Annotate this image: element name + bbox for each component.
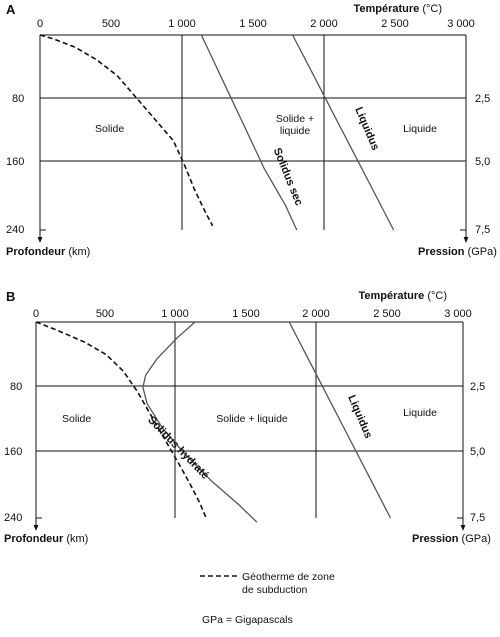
y2-tick-label: 7,5 bbox=[470, 512, 485, 524]
x-tick-label: 3 000 bbox=[447, 18, 475, 30]
region-label-solide: Solide bbox=[95, 123, 124, 135]
x-tick-label: 500 bbox=[96, 308, 114, 320]
legend-geotherm-line1: Géotherme de zone bbox=[242, 571, 335, 583]
x-tick-label: 1 500 bbox=[239, 18, 267, 30]
region-label-liquide: Liquide bbox=[403, 123, 437, 135]
pressure-axis-title: Pression (GPa) bbox=[418, 246, 497, 258]
depth-ticks: 80 160 240 bbox=[4, 381, 22, 524]
panel-letter: A bbox=[6, 2, 16, 17]
y2-tick-label: 2,5 bbox=[470, 381, 485, 393]
x-tick-label: 500 bbox=[102, 18, 120, 30]
curve-label-solidus-hydrate: Solidus hydraté bbox=[145, 414, 211, 482]
series-line-liquidus bbox=[292, 34, 395, 231]
y-tick-label: 240 bbox=[6, 224, 24, 236]
y-tick-label: 160 bbox=[6, 156, 24, 168]
x-tick-label: 2 500 bbox=[381, 18, 409, 30]
x-tick-label: 0 bbox=[33, 308, 39, 320]
y-tick-label: 80 bbox=[10, 381, 22, 393]
x-tick-label: 2 000 bbox=[302, 308, 330, 320]
x-tick-label: 1 500 bbox=[232, 308, 260, 320]
temperature-ticks: 0 500 1 000 1 500 2 000 2 500 3 000 bbox=[37, 18, 475, 30]
x-tick-label: 2 000 bbox=[310, 18, 338, 30]
curve-label-solidus-sec: Solidus sec bbox=[271, 146, 305, 207]
pressure-axis-title: Pression (GPa) bbox=[412, 533, 491, 545]
y2-tick-label: 5,0 bbox=[470, 446, 485, 458]
depth-axis-title: Profondeur (km) bbox=[6, 246, 90, 258]
temperature-axis-title: Température (°C) bbox=[353, 3, 442, 15]
panel-a: A Température (°C) 0 500 1 000 1 500 2 0… bbox=[6, 2, 497, 258]
panel-letter: B bbox=[6, 289, 15, 304]
y-tick-label: 80 bbox=[12, 93, 24, 105]
y2-tick-label: 5,0 bbox=[475, 156, 490, 168]
y-tick-label: 240 bbox=[4, 512, 22, 524]
depth-ticks: 80 160 240 bbox=[6, 93, 24, 236]
x-tick-label: 2 500 bbox=[373, 308, 401, 320]
legend-geotherm-line2: de subduction bbox=[242, 584, 308, 596]
legend: Géotherme de zone de subduction GPa = Gi… bbox=[200, 571, 335, 626]
curve-label-liquidus: Liquidus bbox=[345, 393, 374, 440]
series-line-solidus-sec bbox=[200, 34, 298, 231]
pressure-ticks: 2,5 5,0 7,5 bbox=[475, 93, 490, 236]
series-line-geotherme-de-zone-de-subduction bbox=[39, 34, 214, 227]
panel-b: B Température (°C) 0 500 1 000 1 500 2 0… bbox=[4, 289, 491, 545]
series-line-liquidus bbox=[288, 321, 392, 519]
pressure-ticks: 2,5 5,0 7,5 bbox=[470, 381, 485, 524]
legend-gpa-note: GPa = Gigapascals bbox=[202, 614, 293, 626]
frame-and-grid bbox=[37, 34, 469, 243]
region-label-solide: Solide bbox=[62, 413, 91, 425]
frame-and-grid bbox=[33, 321, 466, 531]
y2-tick-label: 7,5 bbox=[475, 224, 490, 236]
region-label-liquide: Liquide bbox=[403, 407, 437, 419]
curves-panel-b bbox=[35, 321, 392, 523]
temperature-axis-title: Température (°C) bbox=[358, 290, 447, 302]
series-line-geotherme-de-zone-de-subduction bbox=[35, 321, 207, 519]
x-tick-label: 0 bbox=[37, 18, 43, 30]
series-line-solidus-hydrate bbox=[142, 321, 258, 523]
depth-axis-title: Profondeur (km) bbox=[4, 533, 88, 545]
x-tick-label: 3 000 bbox=[444, 308, 472, 320]
temperature-ticks: 0 500 1 000 1 500 2 000 2 500 3 000 bbox=[33, 308, 472, 320]
x-tick-label: 1 000 bbox=[168, 18, 196, 30]
region-label-solide-liquide: Solide + liquide bbox=[276, 113, 314, 137]
curves-panel-a bbox=[39, 34, 395, 231]
y-tick-label: 160 bbox=[4, 446, 22, 458]
region-label-solide-liquide: Solide + liquide bbox=[216, 413, 288, 425]
x-tick-label: 1 000 bbox=[161, 308, 189, 320]
y2-tick-label: 2,5 bbox=[475, 93, 490, 105]
curve-label-liquidus: Liquidus bbox=[352, 105, 381, 152]
